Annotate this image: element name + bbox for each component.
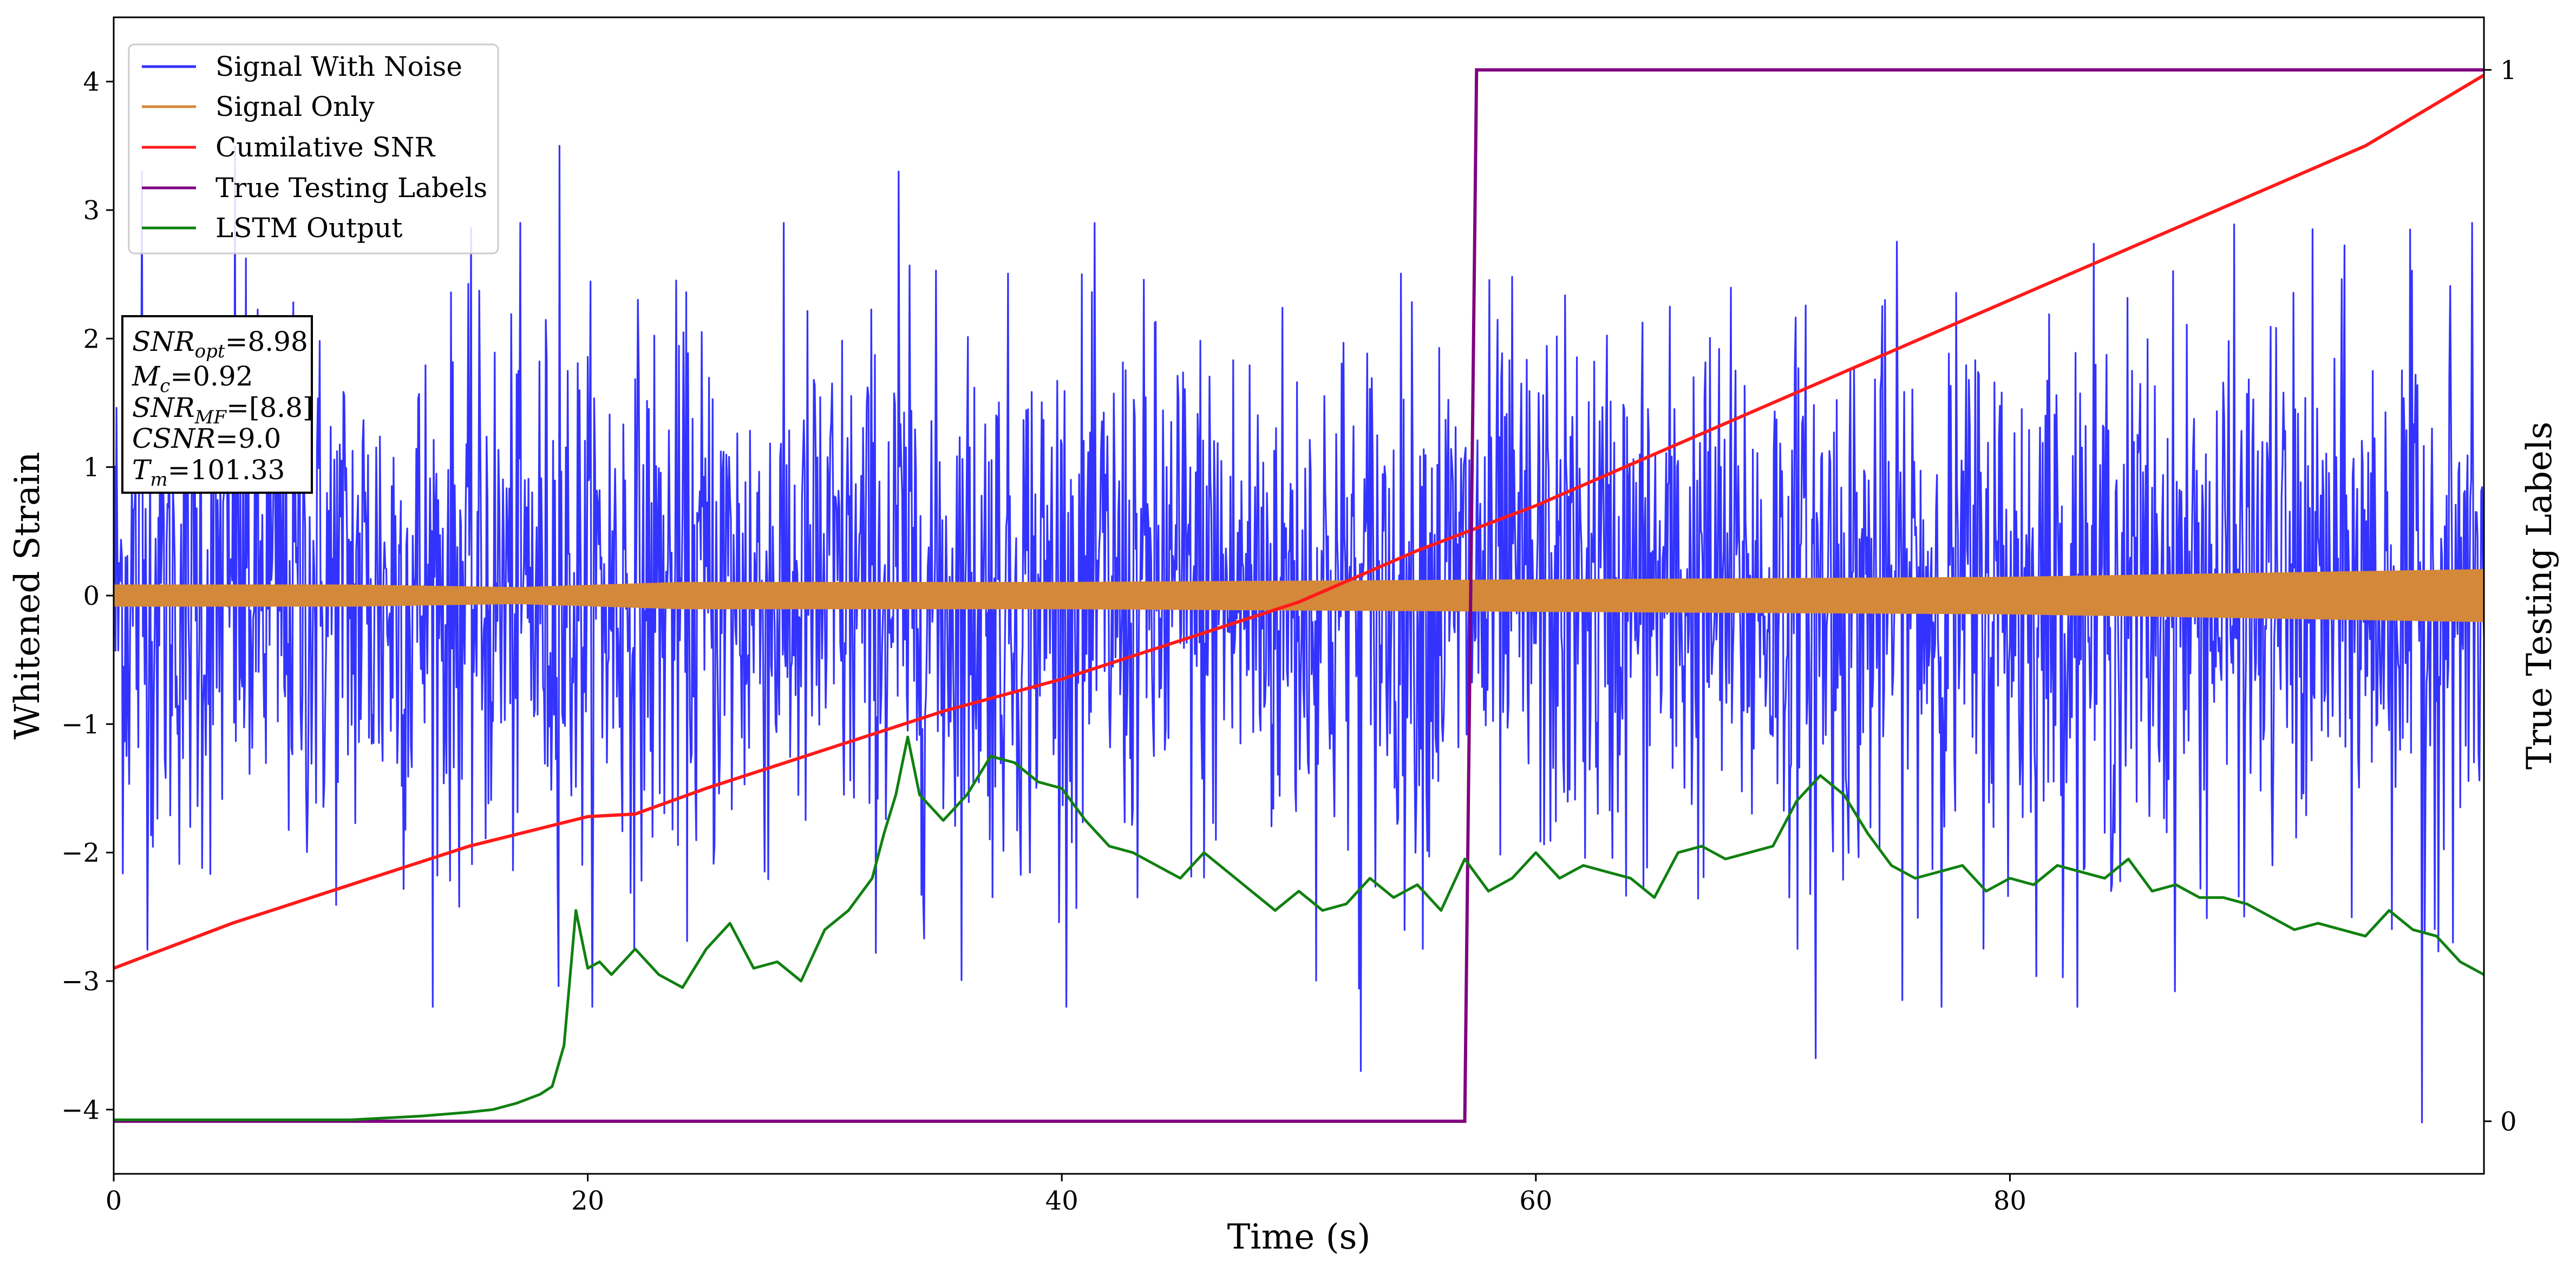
- stat-csnr: CSNR=9.0: [132, 423, 281, 454]
- legend-label-signal-with-noise: Signal With Noise: [215, 51, 462, 82]
- series-signal-with-noise: [114, 145, 2484, 1123]
- y-tick-label: 0: [83, 581, 100, 611]
- stat-tm: Tm=101.33: [132, 454, 285, 491]
- x-tick-label: 20: [571, 1186, 604, 1216]
- legend: Signal With Noise Signal Only Cumilative…: [128, 43, 499, 254]
- legend-label-lstm-output: LSTM Output: [215, 212, 402, 244]
- series-signal-only: [114, 569, 2484, 623]
- x-tick-label: 0: [106, 1186, 122, 1216]
- y-tick-label: 2: [83, 324, 100, 354]
- y2-axis-title: True Testing Labels: [2520, 422, 2560, 770]
- stats-box-frame: [121, 315, 313, 494]
- x-tick-label: 80: [1993, 1186, 2026, 1216]
- legend-frame: [128, 43, 499, 254]
- y-axis-right: 01: [2484, 55, 2517, 1137]
- stat-snr-mf: SNRMF=[8.8]: [132, 392, 313, 428]
- y-tick-label: −3: [61, 966, 100, 997]
- y2-tick-label: 1: [2500, 55, 2517, 86]
- series-cumulative-snr: [114, 74, 2484, 970]
- plot-area: [114, 68, 2484, 1123]
- x-tick-label: 40: [1045, 1186, 1078, 1216]
- y-axis-title: Whitened Strain: [8, 452, 48, 739]
- y-tick-label: 4: [83, 67, 100, 97]
- y-tick-label: 3: [83, 195, 100, 226]
- y-tick-label: −4: [61, 1095, 100, 1125]
- series-true-testing-labels: [114, 68, 2484, 1123]
- y-tick-label: −1: [61, 709, 100, 740]
- y2-tick-label: 0: [2500, 1107, 2517, 1137]
- stat-snr-opt: SNRopt=8.98: [132, 326, 308, 362]
- series-lstm-output: [114, 735, 2484, 1121]
- y-axis-left: −4 −3 −2 −1 0 1 2 3 4: [61, 67, 114, 1125]
- y-tick-label: 1: [83, 453, 100, 483]
- x-axis: 0 20 40 60 80: [106, 1174, 2026, 1216]
- y-tick-label: −2: [61, 838, 100, 868]
- legend-label-signal-only: Signal Only: [215, 91, 375, 122]
- x-axis-title: Time (s): [1227, 1217, 1371, 1257]
- stat-mc: Mc=0.92: [132, 361, 253, 397]
- legend-label-true-labels: True Testing Labels: [215, 172, 487, 204]
- legend-label-cumulative-snr: Cumilative SNR: [215, 132, 435, 163]
- stats-box: SNRopt=8.98 Mc=0.92 SNRMF=[8.8] CSNR=9.0…: [121, 315, 313, 494]
- x-tick-label: 60: [1519, 1186, 1552, 1216]
